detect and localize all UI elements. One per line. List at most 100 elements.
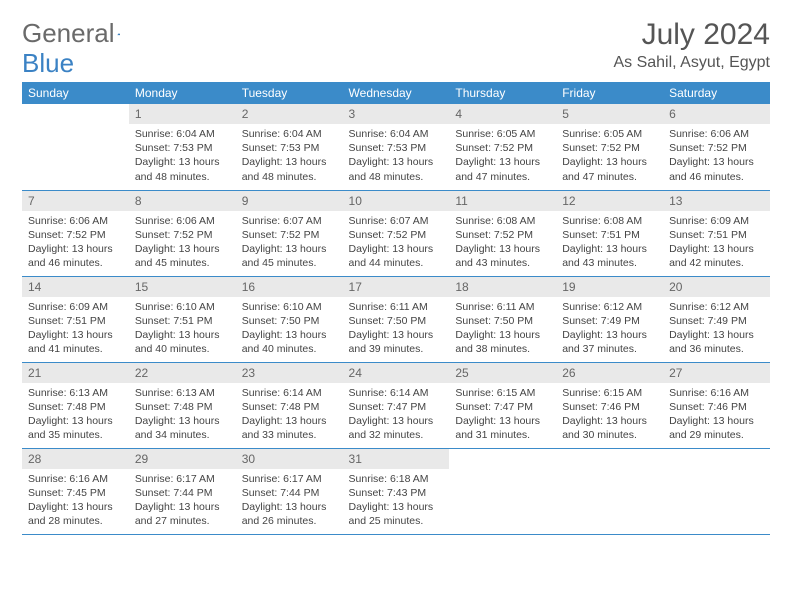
- day-number: 7: [22, 191, 129, 211]
- calendar-cell: 7Sunrise: 6:06 AMSunset: 7:52 PMDaylight…: [22, 190, 129, 276]
- brand-logo: General: [22, 18, 141, 49]
- brand-name-b: Blue: [22, 48, 74, 78]
- sunrise-text: Sunrise: 6:06 AM: [669, 127, 764, 141]
- daylight-line2: and 44 minutes.: [349, 256, 444, 270]
- location-label: As Sahil, Asyut, Egypt: [613, 54, 770, 72]
- sunset-text: Sunset: 7:51 PM: [28, 314, 123, 328]
- day-details: Sunrise: 6:08 AMSunset: 7:51 PMDaylight:…: [556, 211, 663, 276]
- sunset-text: Sunset: 7:50 PM: [455, 314, 550, 328]
- day-details: Sunrise: 6:10 AMSunset: 7:50 PMDaylight:…: [236, 297, 343, 362]
- weekday-header: Tuesday: [236, 82, 343, 104]
- daylight-line2: and 46 minutes.: [669, 170, 764, 184]
- daylight-line1: Daylight: 13 hours: [28, 414, 123, 428]
- sunset-text: Sunset: 7:51 PM: [669, 228, 764, 242]
- day-details: Sunrise: 6:06 AMSunset: 7:52 PMDaylight:…: [129, 211, 236, 276]
- sunrise-text: Sunrise: 6:08 AM: [455, 214, 550, 228]
- calendar-week-row: 7Sunrise: 6:06 AMSunset: 7:52 PMDaylight…: [22, 190, 770, 276]
- daylight-line1: Daylight: 13 hours: [242, 500, 337, 514]
- daylight-line1: Daylight: 13 hours: [455, 242, 550, 256]
- daylight-line2: and 42 minutes.: [669, 256, 764, 270]
- daylight-line2: and 30 minutes.: [562, 428, 657, 442]
- calendar-body: 1Sunrise: 6:04 AMSunset: 7:53 PMDaylight…: [22, 104, 770, 534]
- sunrise-text: Sunrise: 6:04 AM: [135, 127, 230, 141]
- day-details: Sunrise: 6:10 AMSunset: 7:51 PMDaylight:…: [129, 297, 236, 362]
- daylight-line2: and 32 minutes.: [349, 428, 444, 442]
- daylight-line2: and 37 minutes.: [562, 342, 657, 356]
- sunrise-text: Sunrise: 6:16 AM: [669, 386, 764, 400]
- sunset-text: Sunset: 7:44 PM: [242, 486, 337, 500]
- month-title: July 2024: [613, 18, 770, 52]
- daylight-line1: Daylight: 13 hours: [669, 242, 764, 256]
- daylight-line1: Daylight: 13 hours: [28, 242, 123, 256]
- day-number: 16: [236, 277, 343, 297]
- daylight-line2: and 36 minutes.: [669, 342, 764, 356]
- sunrise-text: Sunrise: 6:06 AM: [28, 214, 123, 228]
- sunset-text: Sunset: 7:50 PM: [349, 314, 444, 328]
- daylight-line2: and 40 minutes.: [135, 342, 230, 356]
- daylight-line2: and 46 minutes.: [28, 256, 123, 270]
- daylight-line1: Daylight: 13 hours: [135, 242, 230, 256]
- calendar-week-row: 21Sunrise: 6:13 AMSunset: 7:48 PMDayligh…: [22, 362, 770, 448]
- calendar-cell: 8Sunrise: 6:06 AMSunset: 7:52 PMDaylight…: [129, 190, 236, 276]
- daylight-line1: Daylight: 13 hours: [349, 155, 444, 169]
- day-details: Sunrise: 6:04 AMSunset: 7:53 PMDaylight:…: [236, 124, 343, 189]
- day-number: 6: [663, 104, 770, 124]
- day-details: Sunrise: 6:15 AMSunset: 7:47 PMDaylight:…: [449, 383, 556, 448]
- calendar-cell: 13Sunrise: 6:09 AMSunset: 7:51 PMDayligh…: [663, 190, 770, 276]
- sunrise-text: Sunrise: 6:04 AM: [242, 127, 337, 141]
- sunrise-text: Sunrise: 6:17 AM: [135, 472, 230, 486]
- daylight-line1: Daylight: 13 hours: [349, 242, 444, 256]
- day-number: 27: [663, 363, 770, 383]
- calendar-cell: 30Sunrise: 6:17 AMSunset: 7:44 PMDayligh…: [236, 448, 343, 534]
- sunrise-text: Sunrise: 6:11 AM: [349, 300, 444, 314]
- day-details: Sunrise: 6:18 AMSunset: 7:43 PMDaylight:…: [343, 469, 450, 534]
- sunrise-text: Sunrise: 6:09 AM: [669, 214, 764, 228]
- day-number: 1: [129, 104, 236, 124]
- daylight-line2: and 29 minutes.: [669, 428, 764, 442]
- daylight-line1: Daylight: 13 hours: [455, 155, 550, 169]
- day-details: Sunrise: 6:09 AMSunset: 7:51 PMDaylight:…: [663, 211, 770, 276]
- daylight-line1: Daylight: 13 hours: [562, 328, 657, 342]
- daylight-line2: and 47 minutes.: [455, 170, 550, 184]
- daylight-line2: and 48 minutes.: [135, 170, 230, 184]
- calendar-cell: 5Sunrise: 6:05 AMSunset: 7:52 PMDaylight…: [556, 104, 663, 190]
- daylight-line1: Daylight: 13 hours: [455, 414, 550, 428]
- calendar-cell: 29Sunrise: 6:17 AMSunset: 7:44 PMDayligh…: [129, 448, 236, 534]
- sunrise-text: Sunrise: 6:14 AM: [349, 386, 444, 400]
- sunrise-text: Sunrise: 6:05 AM: [562, 127, 657, 141]
- calendar-week-row: 14Sunrise: 6:09 AMSunset: 7:51 PMDayligh…: [22, 276, 770, 362]
- weekday-header: Wednesday: [343, 82, 450, 104]
- sunset-text: Sunset: 7:52 PM: [455, 228, 550, 242]
- calendar-cell: 1Sunrise: 6:04 AMSunset: 7:53 PMDaylight…: [129, 104, 236, 190]
- weekday-header: Friday: [556, 82, 663, 104]
- calendar-cell: 14Sunrise: 6:09 AMSunset: 7:51 PMDayligh…: [22, 276, 129, 362]
- daylight-line1: Daylight: 13 hours: [135, 500, 230, 514]
- sunset-text: Sunset: 7:52 PM: [669, 141, 764, 155]
- day-details: Sunrise: 6:16 AMSunset: 7:45 PMDaylight:…: [22, 469, 129, 534]
- daylight-line1: Daylight: 13 hours: [28, 500, 123, 514]
- sunset-text: Sunset: 7:52 PM: [135, 228, 230, 242]
- sunrise-text: Sunrise: 6:09 AM: [28, 300, 123, 314]
- daylight-line1: Daylight: 13 hours: [455, 328, 550, 342]
- sunrise-text: Sunrise: 6:12 AM: [562, 300, 657, 314]
- sunset-text: Sunset: 7:46 PM: [562, 400, 657, 414]
- calendar-cell: 3Sunrise: 6:04 AMSunset: 7:53 PMDaylight…: [343, 104, 450, 190]
- day-number: 12: [556, 191, 663, 211]
- sunrise-text: Sunrise: 6:15 AM: [562, 386, 657, 400]
- calendar-cell: 11Sunrise: 6:08 AMSunset: 7:52 PMDayligh…: [449, 190, 556, 276]
- calendar-cell: 21Sunrise: 6:13 AMSunset: 7:48 PMDayligh…: [22, 362, 129, 448]
- sunset-text: Sunset: 7:49 PM: [562, 314, 657, 328]
- calendar-cell: [449, 448, 556, 534]
- day-details: Sunrise: 6:05 AMSunset: 7:52 PMDaylight:…: [556, 124, 663, 189]
- daylight-line1: Daylight: 13 hours: [242, 155, 337, 169]
- day-number: 5: [556, 104, 663, 124]
- title-block: July 2024 As Sahil, Asyut, Egypt: [613, 18, 770, 72]
- daylight-line1: Daylight: 13 hours: [135, 328, 230, 342]
- sunset-text: Sunset: 7:52 PM: [455, 141, 550, 155]
- day-number: 15: [129, 277, 236, 297]
- sunrise-text: Sunrise: 6:16 AM: [28, 472, 123, 486]
- day-details: Sunrise: 6:17 AMSunset: 7:44 PMDaylight:…: [129, 469, 236, 534]
- daylight-line2: and 26 minutes.: [242, 514, 337, 528]
- weekday-header: Monday: [129, 82, 236, 104]
- day-number: 2: [236, 104, 343, 124]
